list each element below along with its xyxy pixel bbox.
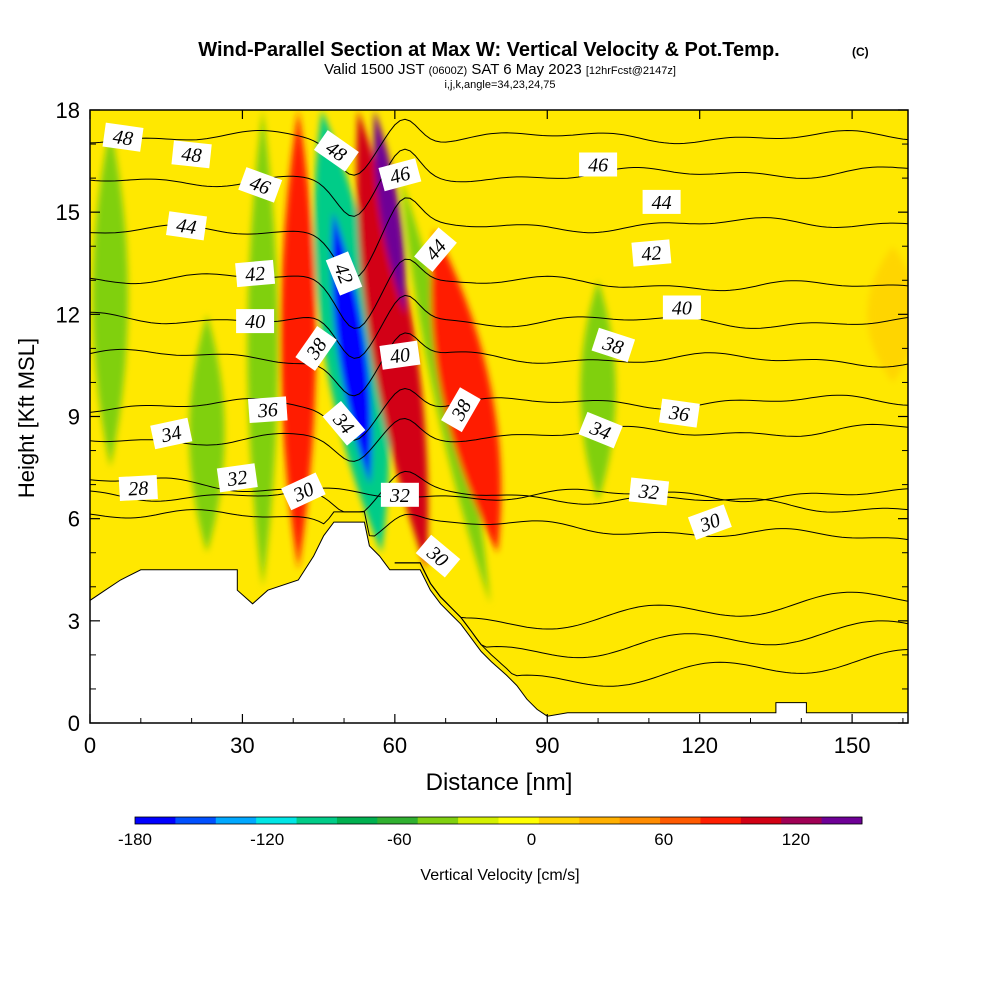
contour-label-6: 32 <box>629 477 669 505</box>
colorbar-swatch <box>175 817 216 824</box>
colorbar-tick-label: -120 <box>250 830 284 849</box>
y-tick-label: 18 <box>56 98 80 123</box>
x-tick-label: 120 <box>681 733 718 758</box>
contour-label-15: 40 <box>236 309 274 333</box>
x-tick-label: 0 <box>84 733 96 758</box>
colorbar-swatch <box>539 817 580 824</box>
contour-label-text: 44 <box>175 215 198 240</box>
contour-label-text: 34 <box>158 422 183 448</box>
subtitle-utc: (0600Z) <box>429 65 468 77</box>
colorbar-swatch <box>458 817 499 824</box>
contour-label-10: 36 <box>248 396 288 423</box>
colorbar-swatch <box>620 817 661 824</box>
subtitle-valid: Valid 1500 JST <box>324 61 424 78</box>
contour-label-text: 40 <box>672 298 692 320</box>
contour-label-5: 32 <box>381 483 419 507</box>
contour-label-17: 40 <box>663 296 701 320</box>
y-tick-label: 12 <box>56 302 80 327</box>
contour-label-text: 36 <box>256 399 278 422</box>
y-tick-label: 9 <box>68 405 80 430</box>
y-tick-label: 3 <box>68 609 80 634</box>
colorbar-swatch <box>781 817 822 824</box>
colorbar-tick-label: 0 <box>527 830 536 849</box>
subtitle-date: SAT 6 May 2023 <box>471 61 581 78</box>
contour-label-text: 46 <box>588 155 608 177</box>
contour-label-text: 48 <box>111 126 134 151</box>
colorbar-swatch <box>377 817 418 824</box>
contour-label-text: 40 <box>245 311 265 333</box>
colorbar-tick-label: -180 <box>118 830 152 849</box>
chart-subtitle-indices: i,j,k,angle=34,23,24,75 <box>444 79 555 91</box>
subtitle-forecast: [12hrFcst@2147z] <box>586 65 676 77</box>
contour-label-text: 32 <box>225 467 249 492</box>
colorbar-swatch <box>579 817 620 824</box>
colorbar-swatch <box>418 817 459 824</box>
contour-label-text: 40 <box>389 344 412 369</box>
colorbar-swatch <box>216 817 257 824</box>
colorbar-tick-label: 120 <box>782 830 810 849</box>
contour-label-23: 44 <box>643 190 681 214</box>
contour-label-text: 42 <box>641 242 663 266</box>
colorbar-swatch <box>660 817 701 824</box>
contour-label-text: 36 <box>667 402 691 427</box>
x-tick-label: 150 <box>834 733 871 758</box>
contour-label-text: 32 <box>637 480 660 504</box>
y-tick-label: 6 <box>68 507 80 532</box>
colorbar-swatch <box>297 817 338 824</box>
x-tick-label: 90 <box>535 733 559 758</box>
contour-label-text: 28 <box>128 477 149 500</box>
colorbar-swatch <box>337 817 378 824</box>
chart-title: Wind-Parallel Section at Max W: Vertical… <box>198 39 779 61</box>
x-tick-label: 60 <box>383 733 407 758</box>
contour-label-20: 42 <box>631 239 671 266</box>
colorbar-swatch <box>256 817 297 824</box>
x-tick-label: 30 <box>230 733 254 758</box>
y-axis-label: Height [Kft MSL] <box>14 338 39 498</box>
colorbar: -180 -120 -60 0 60 120 <box>118 817 863 849</box>
contour-label-26: 46 <box>579 153 617 177</box>
colorbar-swatch <box>499 817 540 824</box>
y-tick-label: 15 <box>56 200 80 225</box>
contour-label-text: 32 <box>389 485 410 507</box>
colorbar-tick-label: 60 <box>654 830 673 849</box>
colorbar-tick-label: -60 <box>387 830 412 849</box>
title-mark: (C) <box>852 45 869 59</box>
contour-label-text: 44 <box>652 192 672 214</box>
colorbar-swatch <box>135 817 176 824</box>
contour-label-text: 42 <box>244 263 266 287</box>
contour-label-28: 48 <box>171 140 211 168</box>
colorbar-swatch <box>822 817 863 824</box>
chart-subtitle: Valid 1500 JST (0600Z) SAT 6 May 2023 [1… <box>324 61 676 78</box>
colorbar-swatch <box>700 817 741 824</box>
colorbar-label: Vertical Velocity [cm/s] <box>420 867 579 884</box>
colorbar-swatch <box>741 817 782 824</box>
y-tick-label: 0 <box>68 711 80 736</box>
contour-label-0: 28 <box>119 475 158 501</box>
contour-label-text: 48 <box>180 143 202 167</box>
x-axis-label: Distance [nm] <box>426 769 573 796</box>
contour-label-18: 42 <box>235 260 275 287</box>
